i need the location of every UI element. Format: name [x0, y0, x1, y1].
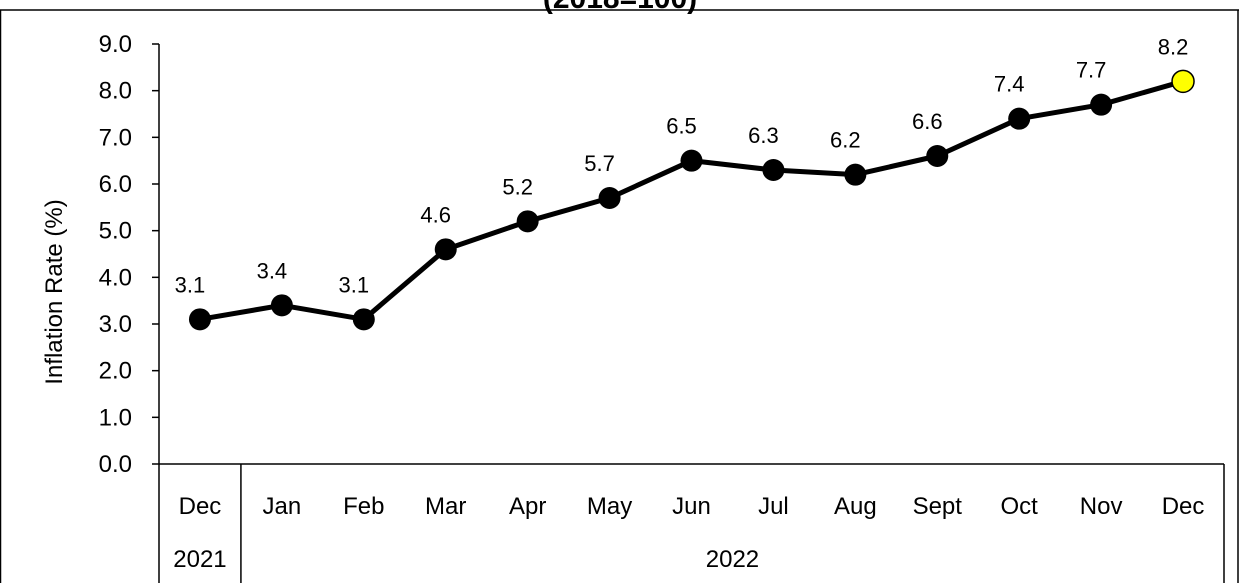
- x-category-label: Jun: [672, 493, 711, 520]
- data-label: 5.2: [502, 174, 533, 199]
- y-tick-label: 9.0: [99, 31, 132, 58]
- y-tick-label: 4.0: [99, 264, 132, 291]
- data-label: 8.2: [1158, 34, 1189, 59]
- x-category-label: Feb: [343, 493, 384, 520]
- x-category-label: Jul: [758, 493, 789, 520]
- data-point-highlighted: [1171, 69, 1195, 94]
- axes: 0.0 1.0 2.0 3.0 4.0 5.0 6.0 7.0 8.0 9.0 Dec Jan Feb M…: [99, 31, 1225, 583]
- y-tick-label: 0.0: [99, 451, 132, 478]
- x-category-label: Dec: [179, 493, 222, 520]
- data-label: 4.6: [420, 202, 451, 227]
- x-category-label: May: [587, 493, 632, 520]
- x-group-label: 2021: [173, 546, 226, 573]
- y-tick-label: 6.0: [99, 171, 132, 198]
- data-label: 6.6: [912, 109, 943, 134]
- data-point: [516, 210, 539, 233]
- y-tick-label: 1.0: [99, 404, 132, 431]
- x-group-label: 2022: [706, 546, 759, 573]
- data-point: [434, 238, 457, 261]
- x-category-label: Aug: [834, 493, 877, 520]
- data-label: 5.7: [584, 151, 615, 176]
- x-category-label: Sept: [913, 493, 963, 520]
- x-category-label: Mar: [425, 493, 466, 520]
- data-label: 6.3: [748, 123, 779, 148]
- data-point: [1090, 93, 1113, 116]
- data-point: [844, 163, 867, 186]
- y-axis-title: Inflation Rate (%): [41, 199, 68, 384]
- x-category-label: Apr: [509, 493, 546, 520]
- data-label: 7.4: [994, 72, 1025, 97]
- data-point: [926, 145, 949, 167]
- x-category-label: Dec: [1162, 493, 1205, 520]
- data-label: 6.5: [666, 114, 697, 139]
- series-inflation: [188, 69, 1195, 331]
- y-tick-label: 8.0: [99, 78, 132, 105]
- data-labels: 3.1 3.4 3.1 4.6 5.2 5.7 6.5 6.3 6.2 6.6 7.4 7.7 8.2: [175, 34, 1189, 297]
- x-category-label: Jan: [263, 493, 302, 520]
- data-point: [188, 308, 211, 331]
- y-tick-label: 7.0: [99, 124, 132, 151]
- data-point: [352, 308, 375, 331]
- x-category-label: Oct: [1001, 493, 1039, 520]
- data-label: 6.2: [830, 128, 861, 153]
- data-label: 3.1: [175, 272, 206, 297]
- y-tick-label: 2.0: [99, 358, 132, 385]
- data-label: 3.1: [339, 272, 370, 297]
- data-point: [270, 294, 293, 317]
- y-tick-label: 5.0: [99, 218, 132, 245]
- data-point: [1008, 107, 1031, 130]
- data-point: [598, 187, 621, 209]
- data-point: [680, 149, 703, 172]
- chart-title: (2018=100): [543, 0, 697, 15]
- data-point: [762, 159, 785, 181]
- data-label: 7.7: [1076, 58, 1107, 83]
- x-category-label: Nov: [1080, 493, 1123, 520]
- data-label: 3.4: [257, 258, 288, 283]
- y-tick-label: 3.0: [99, 311, 132, 338]
